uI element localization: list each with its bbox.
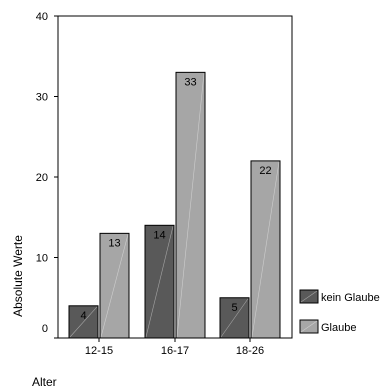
bar (99, 232, 130, 339)
y-tick-label: 40 (36, 11, 48, 23)
data-label: 33 (184, 76, 196, 88)
legend-swatch-highlight (300, 320, 318, 333)
legend-swatch-highlight (300, 290, 318, 303)
data-label: 13 (108, 237, 120, 249)
bar-highlight (251, 161, 280, 338)
data-label: 5 (231, 302, 237, 314)
data-label: 22 (259, 165, 271, 177)
x-tick-label: 16-17 (161, 345, 189, 357)
y-axis: 0 10 20 30 40 (36, 11, 58, 339)
data-label: 4 (80, 310, 86, 322)
bar-highlight (145, 226, 174, 338)
legend-swatch (299, 289, 319, 304)
x-tick-label: 18-26 (236, 345, 264, 357)
legend: kein Glaube Glaube (299, 289, 380, 334)
bar-highlight (100, 234, 129, 338)
y-tick-label: 20 (36, 172, 48, 184)
bar-highlight (176, 73, 205, 338)
bar (175, 71, 206, 339)
bar-highlight (220, 298, 249, 338)
y-tick-label: 0 (42, 323, 48, 335)
y-tick-label: 30 (36, 92, 48, 104)
bar (250, 160, 281, 339)
legend-swatch (299, 319, 319, 334)
x-tick-label: 12-15 (85, 345, 113, 357)
x-axis: 12-15 16-17 18-26 (85, 338, 264, 357)
legend-label: kein Glaube (321, 292, 380, 304)
legend-label: Glaube (321, 322, 356, 334)
bar (144, 224, 175, 339)
bar (68, 305, 99, 339)
bars: 4 13 14 33 5 22 (68, 71, 281, 339)
y-tick-label: 10 (36, 253, 48, 265)
x-axis-title: Alter (32, 375, 57, 389)
data-label: 14 (153, 229, 165, 241)
bar-highlight (69, 306, 98, 338)
bar (219, 297, 250, 339)
y-axis-title: Absolute Werte (11, 235, 25, 317)
